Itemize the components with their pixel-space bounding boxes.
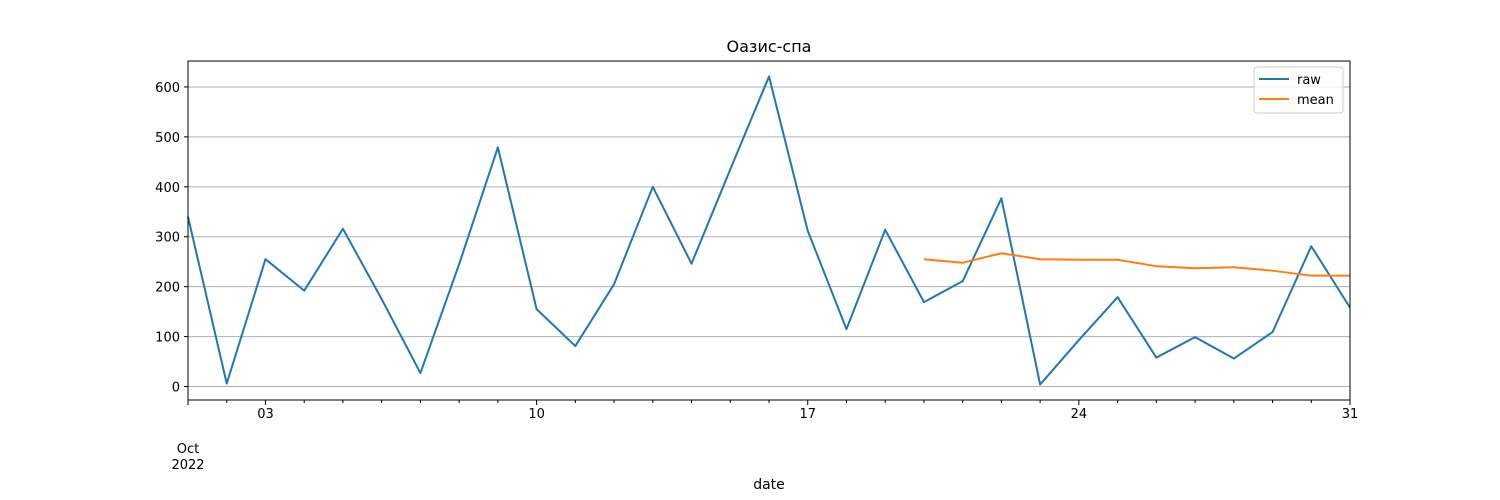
x-axis: 03 10 17 24 31 — [187, 400, 1359, 422]
y-gridlines — [188, 86, 1350, 388]
y-tick-label: 600 — [155, 81, 180, 96]
x-tick-label: 31 — [1342, 407, 1359, 422]
x-tick-label: 03 — [257, 407, 274, 422]
y-tick-label: 300 — [155, 231, 180, 246]
plot-frame — [187, 60, 1351, 401]
x-tick-label: 24 — [1071, 407, 1088, 422]
x-month-label: Oct — [177, 442, 199, 457]
legend-label-mean: mean — [1297, 93, 1334, 108]
x-year-label: 2022 — [171, 458, 204, 473]
y-tick-label: 0 — [172, 381, 180, 396]
chart-title: Оазис-спа — [727, 37, 812, 56]
series-line-mean — [923, 252, 1350, 277]
y-tick-label: 500 — [155, 131, 180, 146]
y-tick-label: 100 — [155, 331, 180, 346]
x-axis-label: date — [753, 477, 785, 493]
y-tick-label: 400 — [155, 181, 180, 196]
legend: raw mean — [1253, 66, 1344, 114]
series-lines — [187, 75, 1351, 386]
series-line-raw — [187, 75, 1351, 386]
x-tick-label: 17 — [799, 407, 816, 422]
y-axis: 0 100 200 300 400 500 600 — [155, 81, 188, 396]
y-tick-label: 200 — [155, 281, 180, 296]
x-tick-label: 10 — [528, 407, 545, 422]
legend-label-raw: raw — [1297, 73, 1321, 88]
